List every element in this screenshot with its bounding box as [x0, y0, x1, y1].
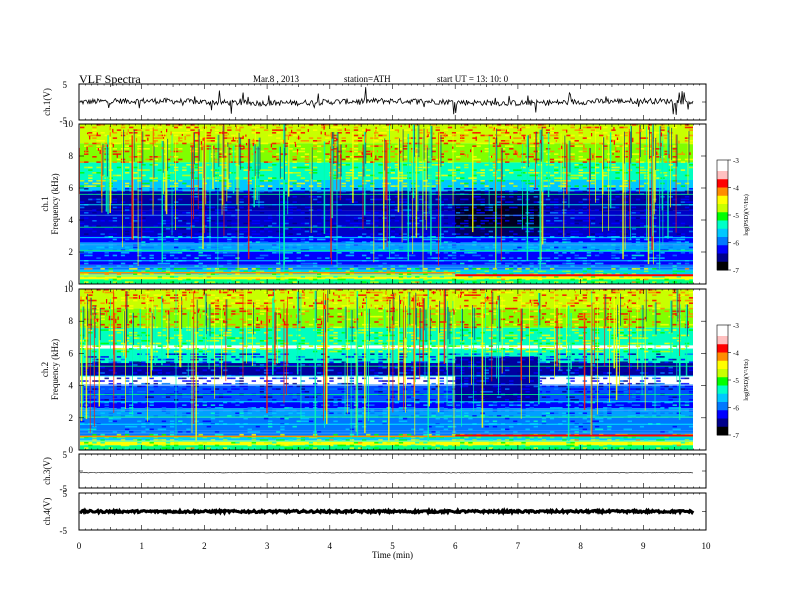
ytick-label: 4: [69, 381, 74, 391]
ytick-label: 6: [69, 348, 74, 358]
ytick-label: 0: [69, 279, 74, 289]
xtick-label: 3: [265, 541, 270, 551]
colorbar-label-2: log(PSD)(V²/Hz): [743, 359, 750, 400]
ylabel-frequency-1: Frequency (kHz): [50, 173, 60, 234]
start-time-label: start UT = 13: 10: 0: [437, 74, 509, 84]
ylabel-channel-2: ch.2: [40, 362, 50, 377]
ylabel-5: ch.4(V): [42, 498, 52, 526]
xtick-label: 9: [641, 541, 646, 551]
ytick-label: 10: [64, 284, 74, 294]
ch2-spectrogram-image: [80, 289, 706, 450]
waveform-trace-4: [79, 472, 694, 474]
panel-frame-4: [78, 453, 707, 489]
xtick-label: 5: [390, 541, 395, 551]
figure-title: VLF Spectra: [79, 72, 141, 86]
colorbar-tick-label: -5: [733, 377, 739, 385]
ch1-spectrogram-image: [79, 124, 706, 284]
colorbar-tick-label: -3: [733, 157, 739, 165]
ytick-label: 5: [63, 489, 68, 499]
xtick-label: 6: [453, 541, 458, 551]
ytick-label: -5: [60, 484, 68, 494]
ytick-label: 5: [63, 450, 68, 460]
xaxis-label: Time (min): [372, 550, 413, 560]
ytick-label: 0: [69, 445, 74, 455]
colorbar-tick-label: -3: [733, 322, 739, 330]
ylabel-channel-1: ch.1: [40, 196, 50, 211]
date-label: Mar.8 , 2013: [253, 74, 299, 84]
colorbar-label-1: log(PSD)(V²/Hz): [743, 194, 750, 235]
ytick-label: -5: [60, 526, 68, 536]
colorbar-tick-label: -4: [733, 185, 739, 193]
xtick-label: 0: [77, 541, 82, 551]
ylabel-frequency-2: Frequency (kHz): [50, 339, 60, 400]
colorbar-tick-label: -6: [733, 405, 739, 413]
ylabel-1: ch.1(V): [42, 88, 52, 116]
station-label: station=ATH: [344, 74, 391, 84]
xtick-label: 4: [328, 541, 333, 551]
ytick-label: -5: [60, 116, 68, 126]
ytick-label: 8: [69, 151, 74, 161]
xtick-label: 10: [702, 541, 712, 551]
ytick-label: 6: [69, 183, 74, 193]
colorbar-tick-label: -7: [733, 432, 739, 440]
ytick-label: 8: [69, 316, 74, 326]
colorbar-tick-label: -4: [733, 350, 739, 358]
ytick-label: 2: [69, 413, 74, 423]
xtick-label: 1: [139, 541, 144, 551]
waveform-trace-1: [79, 87, 694, 115]
colorbar-tick-label: -7: [733, 267, 739, 275]
ylabel-4: ch.3(V): [42, 457, 52, 485]
colorbar-tick-label: -5: [733, 212, 739, 220]
panel-frame-1: [78, 83, 707, 121]
colorbar-tick-label: -6: [733, 240, 739, 248]
ytick-label: 5: [63, 80, 68, 90]
ytick-label: 2: [69, 247, 74, 257]
xtick-label: 2: [202, 541, 207, 551]
xtick-label: 7: [516, 541, 521, 551]
ytick-label: 4: [69, 215, 74, 225]
xtick-label: 8: [578, 541, 583, 551]
waveform-trace-5: [79, 506, 695, 517]
ytick-label: 10: [64, 119, 74, 129]
